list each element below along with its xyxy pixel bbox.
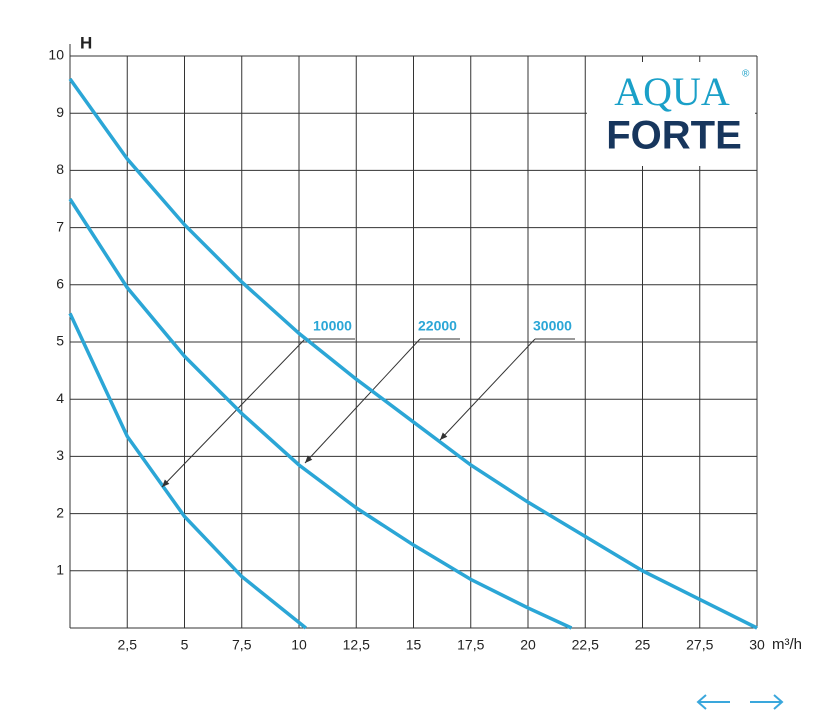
series-label: 30000 — [533, 318, 572, 334]
y-tick-label: 7 — [56, 218, 64, 234]
y-tick-label: 3 — [56, 447, 64, 463]
x-tick-label: 30 — [749, 637, 765, 653]
arrow-head — [440, 432, 448, 440]
y-tick-label: 5 — [56, 333, 64, 349]
series-label: 22000 — [418, 318, 457, 334]
logo-line2: FORTE — [606, 114, 742, 158]
series-label: 10000 — [313, 318, 352, 334]
x-tick-label: 15 — [406, 637, 422, 653]
y-tick-label: 2 — [56, 504, 64, 520]
y-tick-label: 9 — [56, 104, 64, 120]
x-axis-label: m³/h — [772, 636, 802, 653]
x-tick-label: 17,5 — [457, 637, 484, 653]
y-tick-label: 10 — [48, 47, 64, 63]
x-tick-label: 25 — [635, 637, 651, 653]
label-arrow — [439, 338, 536, 441]
curve — [68, 312, 307, 630]
y-tick-label: 1 — [56, 562, 64, 578]
y-tick-label: 4 — [56, 390, 64, 406]
label-arrow — [304, 338, 421, 464]
logo-line1: AQUA — [614, 69, 730, 114]
curve — [68, 77, 758, 630]
x-tick-label: 27,5 — [686, 637, 713, 653]
x-tick-label: 12,5 — [343, 637, 370, 653]
x-tick-label: 7,5 — [232, 637, 252, 653]
label-arrow — [161, 338, 306, 488]
logo-box — [587, 62, 755, 166]
prev-button[interactable] — [696, 694, 730, 710]
x-tick-label: 5 — [181, 637, 189, 653]
y-tick-label: 8 — [56, 161, 64, 177]
curve — [68, 198, 573, 630]
y-tick-label: 6 — [56, 276, 64, 292]
x-tick-label: 22,5 — [572, 637, 599, 653]
y-axis-label: H — [80, 33, 92, 52]
arrow-head — [305, 455, 313, 463]
next-button[interactable] — [750, 694, 784, 710]
x-tick-label: 2,5 — [118, 637, 138, 653]
x-tick-label: 10 — [291, 637, 307, 653]
x-tick-label: 20 — [520, 637, 536, 653]
logo-mark: ® — [742, 69, 750, 80]
arrow-head — [162, 479, 170, 487]
